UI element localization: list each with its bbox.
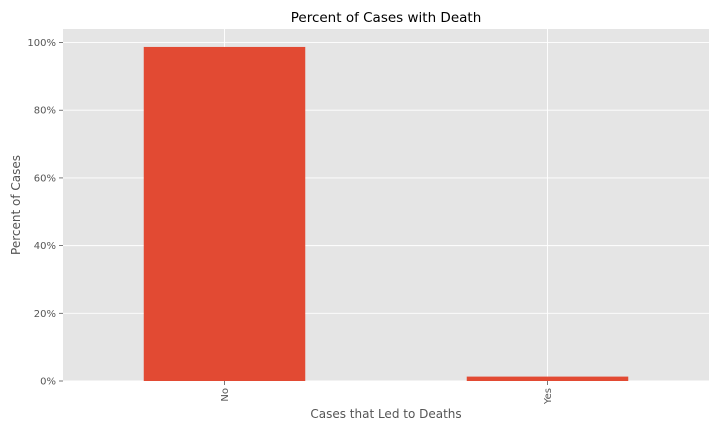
y-tick-label: 40% bbox=[34, 241, 56, 252]
y-tick-label: 0% bbox=[40, 377, 56, 388]
bar-yes bbox=[466, 376, 629, 381]
bar-no bbox=[143, 46, 306, 381]
y-tick-label: 80% bbox=[34, 106, 56, 117]
y-tick-label: 60% bbox=[34, 173, 56, 184]
chart-title: Percent of Cases with Death bbox=[291, 10, 482, 26]
y-axis-ticks: 0% 20% 40% 60% 80% 100% bbox=[27, 38, 63, 388]
x-tick-label: Yes bbox=[543, 388, 554, 405]
x-axis-ticks: No Yes bbox=[220, 381, 554, 405]
x-tick-label: No bbox=[220, 388, 231, 402]
x-axis-label: Cases that Led to Deaths bbox=[310, 407, 461, 421]
y-tick-label: 100% bbox=[27, 38, 56, 49]
y-axis-label: Percent of Cases bbox=[9, 155, 23, 255]
bars bbox=[143, 46, 629, 381]
y-tick-label: 20% bbox=[34, 309, 56, 320]
